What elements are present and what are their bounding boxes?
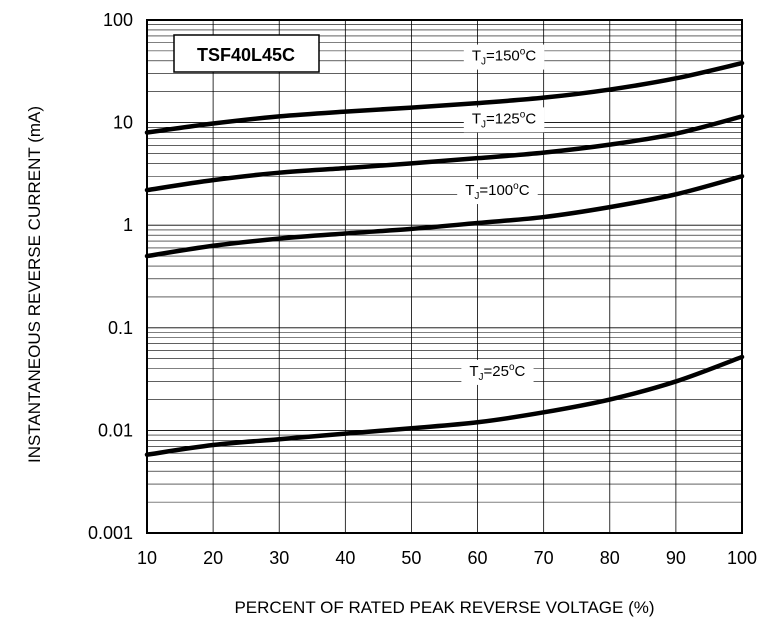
curve-label-text: TJ=125oC	[472, 109, 537, 130]
tick-labels: 10 20 30 40 50 60 70 80 90 100 0.001 0.01 0.1 1 10 100	[88, 10, 757, 568]
x-tick-label: 10	[137, 548, 157, 568]
curve-label-part: o	[509, 362, 515, 373]
curve-label-part: T	[472, 110, 481, 127]
plot-frame	[146, 19, 743, 534]
curve-label-text: TJ=100oC	[465, 181, 530, 202]
curve-label-0: TJ=150oC	[463, 44, 545, 70]
curve-label-1: TJ=125oC	[463, 107, 545, 133]
curve-label-2: TJ=100oC	[457, 179, 538, 205]
grid-lines	[146, 20, 743, 534]
curve-label-part: J	[481, 119, 486, 130]
x-tick-label: 50	[401, 548, 421, 568]
curve-label-background	[461, 359, 534, 385]
y-tick-label: 10	[113, 113, 133, 133]
curve-label-part: J	[479, 372, 484, 383]
x-tick-label: 90	[666, 548, 686, 568]
series-line-1	[144, 114, 745, 193]
series-curves	[144, 60, 745, 457]
series-line-2	[144, 173, 745, 259]
y-tick-label: 100	[103, 10, 133, 30]
x-tick-label: 80	[600, 548, 620, 568]
curve-label-background	[463, 107, 545, 133]
curve-label-part: T	[469, 363, 478, 380]
series-line-3	[144, 354, 745, 457]
curve-label-part: C	[519, 182, 530, 199]
x-tick-label: 30	[269, 548, 289, 568]
part-number-label: TSF40L45C	[197, 45, 295, 65]
curve-label-3: TJ=25oC	[461, 359, 534, 385]
curve-label-part: T	[472, 48, 481, 65]
y-tick-label: 0.1	[108, 318, 133, 338]
part-label-box: TSF40L45C	[173, 34, 320, 73]
curve-label-part: J	[474, 191, 479, 202]
curve-label-background	[463, 44, 545, 70]
x-tick-label: 100	[727, 548, 757, 568]
curve-label-part: o	[520, 47, 526, 58]
curve-label-part: C	[515, 363, 526, 380]
curve-label-part: =125	[486, 110, 520, 127]
y-tick-label: 1	[123, 215, 133, 235]
curve-label-part: =150	[486, 48, 520, 65]
y-axis-title: INSTANTANEOUS REVERSE CURRENT (mA)	[25, 106, 44, 463]
x-axis-title: PERCENT OF RATED PEAK REVERSE VOLTAGE (%…	[234, 598, 654, 617]
curve-label-part: C	[525, 48, 536, 65]
part-label-background	[173, 34, 320, 73]
y-tick-label: 0.01	[98, 420, 133, 440]
curve-label-part: =25	[484, 363, 509, 380]
curve-label-background	[457, 179, 538, 205]
curve-label-part: o	[513, 181, 519, 192]
curve-label-part: o	[520, 109, 526, 120]
curve-label-part: T	[465, 182, 474, 199]
curve-label-part: =100	[479, 182, 513, 199]
curve-label-text: TJ=25oC	[469, 362, 525, 383]
x-tick-label: 40	[335, 548, 355, 568]
curve-label-text: TJ=150oC	[472, 47, 537, 68]
curve-label-part: C	[525, 110, 536, 127]
x-tick-label: 60	[468, 548, 488, 568]
x-tick-label: 20	[203, 548, 223, 568]
y-tick-label: 0.001	[88, 523, 133, 543]
curve-label-part: J	[481, 57, 486, 68]
series-line-0	[144, 60, 745, 135]
x-tick-label: 70	[534, 548, 554, 568]
